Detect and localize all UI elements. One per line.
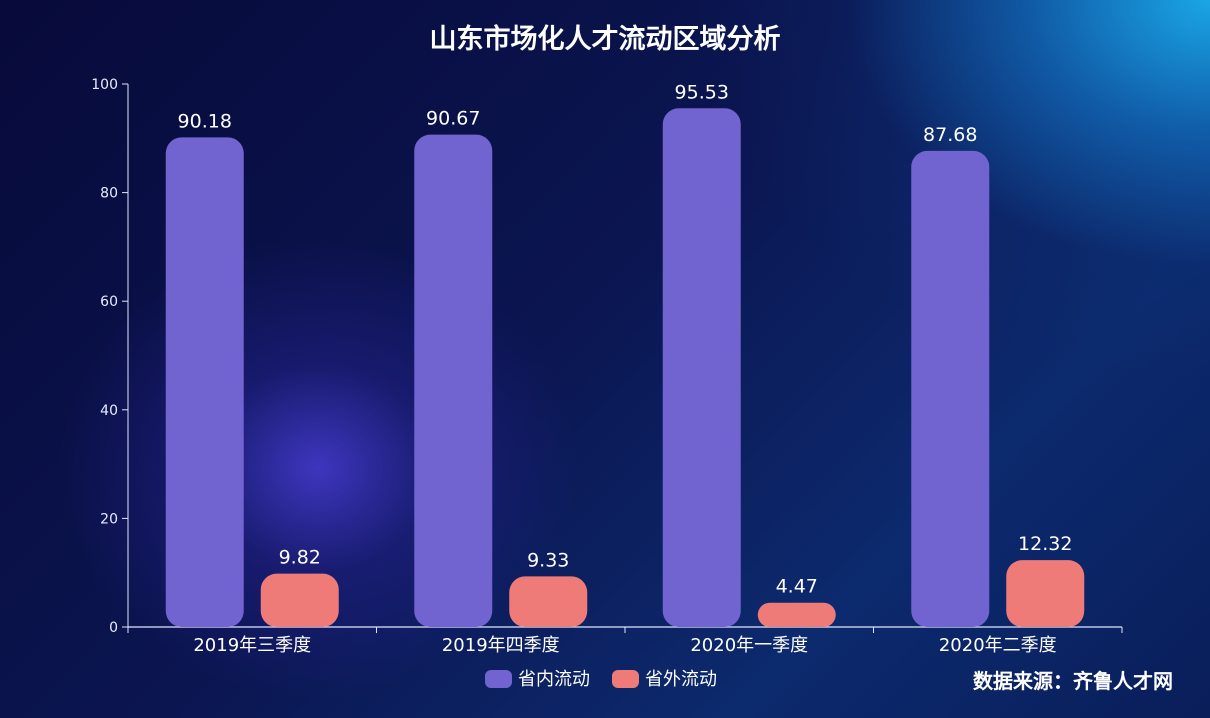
data-labels: 90.18 90.67 95.53 87.68 9.82 9.33 4.47 12.32 (178, 81, 1073, 597)
y-tick-label: 60 (100, 294, 118, 310)
legend-label[interactable]: 省外流动 (645, 669, 717, 690)
data-label: 90.18 (178, 110, 232, 132)
bar-inner-2[interactable] (662, 108, 741, 628)
y-tick-label: 80 (100, 186, 118, 202)
y-axis: 0 20 40 60 80 100 (91, 77, 129, 636)
legend-label[interactable]: 省内流动 (518, 669, 590, 690)
x-tick-label: 2020年二季度 (939, 635, 1057, 656)
data-label: 90.67 (426, 108, 480, 130)
bar-outer-1[interactable] (509, 576, 588, 627)
data-source: 数据来源：齐鲁人才网 (973, 669, 1173, 693)
bar-inner-3[interactable] (911, 150, 990, 628)
legend-swatch[interactable] (612, 670, 639, 688)
y-tick-label: 40 (100, 403, 118, 419)
data-label: 9.82 (279, 547, 321, 569)
data-label: 9.33 (527, 549, 569, 571)
y-tick-label: 100 (91, 77, 118, 93)
legend-swatch[interactable] (485, 670, 512, 688)
chart-title: 山东市场化人才流动区域分析 (430, 23, 781, 55)
data-label: 4.47 (776, 576, 818, 598)
bar-outer-3[interactable] (1006, 560, 1085, 627)
bar-outer-0[interactable] (260, 573, 339, 627)
bar-inner-1[interactable] (414, 134, 493, 627)
x-tick-label: 2019年三季度 (193, 635, 311, 656)
data-label: 87.68 (923, 124, 977, 146)
y-tick-label: 20 (100, 511, 118, 527)
bar-inner-0[interactable] (165, 137, 244, 627)
x-tick-label: 2019年四季度 (442, 635, 560, 656)
data-label: 12.32 (1018, 533, 1072, 555)
bar-outer-2[interactable] (757, 602, 836, 627)
data-label: 95.53 (675, 81, 729, 103)
x-tick-label: 2020年一季度 (690, 635, 808, 656)
y-tick-label: 0 (109, 620, 118, 636)
legend[interactable]: 省内流动 省外流动 (485, 669, 717, 690)
x-axis: 2019年三季度 2019年四季度 2020年一季度 2020年二季度 (127, 626, 1123, 656)
bars (165, 108, 1085, 628)
